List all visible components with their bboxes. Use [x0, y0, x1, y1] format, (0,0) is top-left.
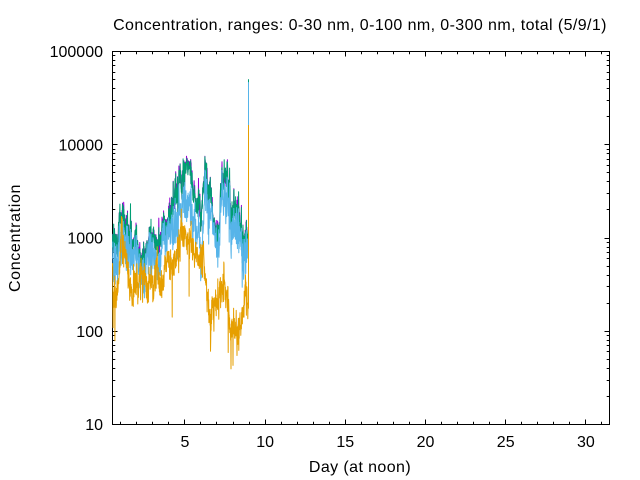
svg-text:100000: 100000 [50, 44, 103, 61]
svg-text:20: 20 [417, 434, 435, 451]
svg-text:5: 5 [180, 434, 189, 451]
svg-text:10000: 10000 [59, 137, 104, 154]
svg-text:15: 15 [336, 434, 354, 451]
svg-text:Concentration: Concentration [7, 184, 24, 292]
svg-text:Concentration, ranges: 0-30 nm: Concentration, ranges: 0-30 nm, 0-100 nm… [113, 17, 607, 34]
svg-text:10: 10 [85, 417, 103, 434]
svg-text:30: 30 [577, 434, 595, 451]
svg-text:100: 100 [76, 324, 103, 341]
svg-text:25: 25 [497, 434, 515, 451]
svg-text:Day (at noon): Day (at noon) [309, 459, 411, 476]
svg-text:10: 10 [256, 434, 274, 451]
svg-text:1000: 1000 [67, 231, 103, 248]
